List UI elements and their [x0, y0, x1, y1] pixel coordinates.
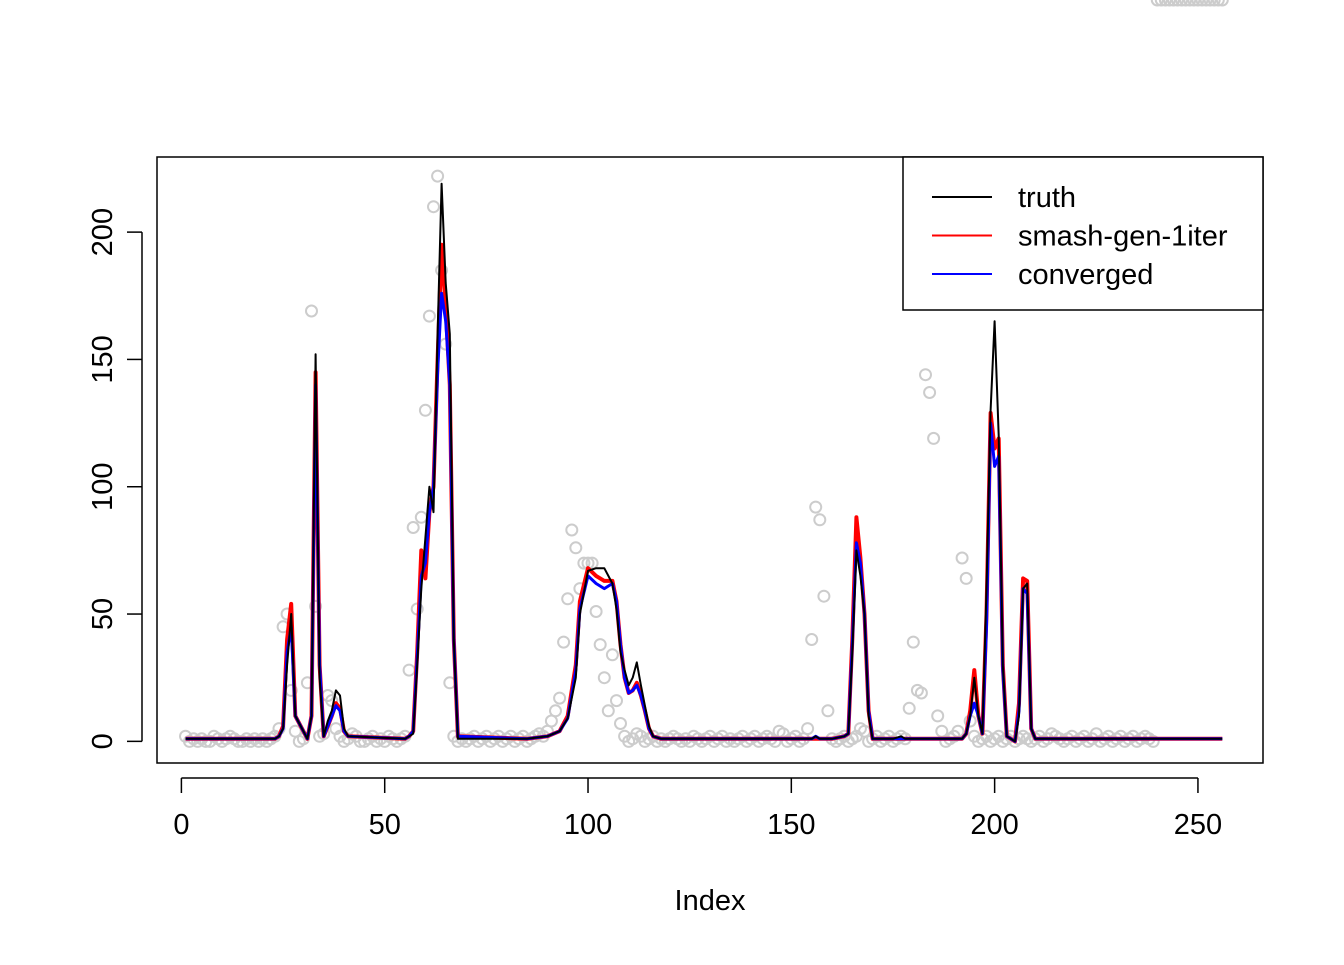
plot-frame: [156, 156, 1264, 764]
observed-point: [919, 368, 932, 382]
observed-point: [801, 722, 815, 736]
observed-point: [906, 635, 920, 649]
observed-point: [1163, 0, 1176, 7]
legend-label-converged: converged: [1018, 259, 1153, 291]
observed-point: [817, 589, 831, 603]
legend-box: [902, 156, 1264, 311]
observed-point: [565, 523, 579, 537]
observed-point: [931, 709, 945, 723]
y-tick-label: 150: [87, 335, 119, 383]
observed-point: [1203, 0, 1217, 7]
legend: truth smash-gen-1iter converged: [902, 156, 1264, 311]
observed-point: [589, 605, 603, 618]
x-tick-label: 250: [1174, 809, 1222, 841]
x-tick-label: 150: [767, 809, 815, 841]
observed-point: [955, 551, 969, 565]
observed-point: [1171, 0, 1185, 7]
observed-point: [902, 701, 916, 715]
observed-point: [1167, 0, 1180, 7]
observed-point: [1183, 0, 1197, 7]
series-line-converged: [185, 291, 1223, 743]
observed-point: [1179, 0, 1193, 7]
series-line-smash-gen-1iter: [185, 242, 1223, 744]
observed-point: [1146, 734, 1160, 748]
observed-point: [597, 671, 611, 685]
observed-point: [1154, 0, 1168, 7]
observed-point: [414, 510, 428, 524]
observed-point: [1158, 0, 1172, 7]
observed-point: [813, 513, 827, 527]
observed-point: [809, 500, 823, 514]
observed-point: [1207, 0, 1221, 7]
observed-point: [951, 724, 965, 738]
observed-point: [309, 599, 323, 613]
x-axis-label: Index: [675, 885, 746, 917]
observed-point: [406, 521, 420, 534]
y-tick-label: 50: [87, 598, 119, 630]
observed-point: [610, 694, 623, 708]
y-tick-label: 200: [87, 208, 119, 256]
observed-point: [553, 691, 567, 705]
observed-point: [605, 648, 619, 662]
observed-point: [914, 686, 928, 700]
y-tick-label: 100: [87, 463, 119, 511]
observed-point: [1191, 0, 1205, 7]
observed-point: [1187, 0, 1201, 7]
series-line-truth: [185, 182, 1223, 743]
observed-point: [1150, 0, 1164, 7]
x-tick-label: 200: [970, 809, 1018, 841]
observed-point: [561, 592, 575, 606]
observed-point: [549, 704, 562, 718]
observed-point: [569, 541, 583, 555]
observed-point: [1199, 0, 1213, 7]
observed-point: [1175, 0, 1189, 7]
observed-point: [557, 635, 571, 649]
observed-point: [402, 663, 416, 677]
x-tick-label: 100: [564, 809, 612, 841]
observed-point: [821, 704, 835, 718]
x-tick-label: 0: [173, 809, 189, 841]
observed-point: [1211, 0, 1225, 7]
x-tick-label: 50: [369, 809, 401, 841]
observed-points: [179, 0, 1229, 748]
observed-point: [418, 403, 432, 417]
observed-point: [923, 386, 937, 399]
x-axis: 0 50 100 150 200 250: [173, 777, 1222, 841]
observed-point: [614, 717, 627, 730]
observed-point: [231, 734, 245, 748]
observed-point: [1215, 0, 1229, 7]
observed-point: [305, 304, 318, 318]
y-tick-label: 0: [87, 733, 119, 749]
observed-point: [422, 309, 436, 323]
observed-point: [601, 704, 615, 718]
observed-point: [593, 638, 607, 652]
legend-label-truth: truth: [1018, 182, 1076, 214]
observed-point: [1195, 0, 1209, 7]
observed-point: [805, 633, 819, 646]
observed-point: [577, 556, 591, 570]
observed-point: [431, 169, 445, 183]
observed-point: [927, 431, 941, 445]
y-axis: 0 50 100 150 200: [87, 208, 143, 749]
legend-label-smash-gen-1iter: smash-gen-1iter: [1018, 221, 1228, 253]
series-lines: [185, 182, 1223, 744]
observed-point: [427, 200, 440, 214]
observed-point: [959, 571, 973, 585]
